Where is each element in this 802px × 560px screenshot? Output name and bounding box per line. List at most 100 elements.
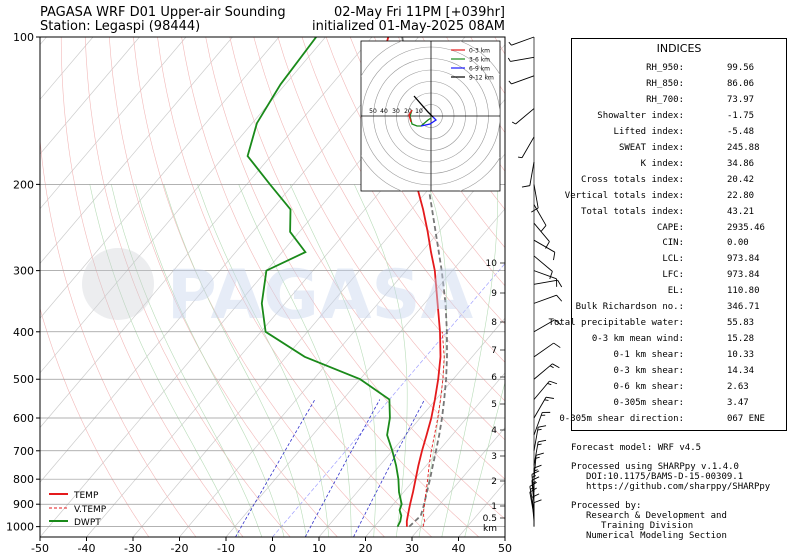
mixing-ratio-line	[304, 399, 381, 537]
index-value: 99.56	[727, 63, 755, 73]
valid-time: 02-May Fri 11PM [+039hr]	[333, 5, 505, 20]
index-value: 0.00	[727, 238, 749, 249]
index-value: 10.33	[727, 350, 755, 361]
hodograph-ring-label: 50	[369, 108, 377, 115]
y-tick-label: 900	[13, 498, 34, 511]
hodo-trace-3-6km	[409, 109, 432, 127]
wind-barb-flag	[552, 363, 560, 369]
isotherm	[411, 427, 505, 537]
wind-barb	[533, 455, 537, 480]
wind-barb	[533, 279, 558, 285]
wind-barb-flag	[549, 271, 553, 280]
mixing-ratio-line	[235, 399, 316, 537]
wind-barb	[521, 136, 535, 158]
moist-adiabat	[89, 184, 240, 537]
index-value: 2.63	[727, 382, 749, 392]
height-km-label: km	[483, 524, 497, 534]
dewpoint-line	[246, 37, 403, 528]
wind-barb	[529, 492, 535, 516]
isotherm	[365, 372, 505, 537]
wind-barb	[531, 480, 535, 505]
virtual-temp-line	[422, 331, 445, 527]
wind-barb	[533, 239, 556, 253]
index-row: CAPE: 2935.46	[572, 223, 786, 235]
isotherm	[40, 37, 187, 210]
indices-title: INDICES	[656, 42, 702, 55]
index-label: Cross totals index:	[581, 174, 684, 185]
plot-area	[40, 37, 505, 537]
wind-barb-flag	[557, 279, 563, 288]
index-label: LFC:	[662, 270, 684, 281]
dry-adiabat	[40, 136, 197, 537]
y-tick-label: 100	[13, 31, 34, 44]
dry-adiabat	[84, 37, 291, 537]
dry-adiabat	[325, 37, 505, 325]
isotherm	[318, 317, 505, 537]
index-value: 22.80	[727, 190, 755, 201]
index-label: EL:	[667, 286, 684, 297]
wind-barb-flag	[545, 241, 550, 249]
index-value: 34.86	[727, 158, 755, 169]
height-km-label: 3	[491, 452, 497, 462]
wind-barb	[533, 270, 557, 280]
legend-label: TEMP	[73, 491, 99, 501]
moist-adiabat	[441, 184, 498, 537]
moist-adiabat	[238, 184, 352, 537]
index-row: LCL: 973.84	[572, 254, 786, 266]
index-label: LCL:	[662, 254, 684, 265]
sharppy-url: https://github.com/sharppy/SHARPpy	[586, 482, 771, 492]
index-row: EL: 110.80	[572, 286, 786, 298]
dry-adiabat	[277, 37, 505, 402]
chart-title: PAGASA WRF D01 Upper-air Sounding	[40, 5, 286, 20]
moist-adiabat	[464, 381, 505, 537]
index-row: 0-3 km mean wind: 15.28	[572, 334, 786, 346]
height-km-label: 1	[491, 502, 497, 512]
y-tick-label: 800	[13, 473, 34, 486]
x-tick-label: -30	[124, 542, 142, 555]
wind-barb-flag	[529, 481, 537, 487]
index-label: 0-1 km shear:	[613, 350, 684, 361]
wind-barb-flag	[545, 396, 554, 399]
index-label: 0-3 km mean wind:	[591, 334, 684, 345]
isotherm	[179, 153, 505, 537]
wind-barb-flag	[538, 425, 547, 428]
index-label: Bulk Richardson no.:	[575, 302, 684, 313]
wind-barb	[533, 427, 539, 451]
moist-adiabat	[163, 184, 307, 537]
index-label: Total precipitable water:	[548, 318, 684, 329]
index-value: 14.34	[727, 366, 755, 377]
index-label: 0-3 km shear:	[613, 366, 684, 377]
x-tick-label: 40	[452, 542, 466, 555]
height-km-label: 8	[491, 318, 497, 328]
wind-barb	[531, 474, 535, 499]
x-tick-label: -20	[171, 542, 189, 555]
watermark-text: PAGASA	[167, 256, 474, 335]
isotherm	[40, 37, 326, 374]
index-label: RH_850:	[646, 78, 684, 89]
moist-adiabat	[135, 184, 285, 537]
index-value: -1.75	[727, 110, 755, 121]
index-label: CIN:	[662, 238, 684, 249]
x-tick-label: 0	[269, 542, 276, 555]
index-label: 0-305m shear direction:	[559, 413, 684, 424]
x-tick-label: 10	[312, 542, 326, 555]
wind-barb-flag	[531, 476, 540, 481]
wind-barb	[515, 108, 535, 125]
forecast-model: Forecast model: WRF v4.5	[571, 443, 702, 453]
wind-barb-flag	[549, 365, 554, 369]
x-tick-label: 50	[498, 542, 512, 555]
index-row: Cross totals index: 20.42	[572, 175, 786, 187]
wind-barb	[533, 342, 554, 358]
init-time: initialized 01-May-2025 08AM	[311, 19, 505, 34]
index-value: 3.47	[727, 397, 749, 408]
index-row: K index: 34.86	[572, 159, 786, 171]
index-row: SWEAT index: 245.88	[572, 143, 786, 155]
moist-adiabat	[354, 184, 408, 537]
x-tick-label: -40	[78, 542, 96, 555]
hodo-trace-0-3km	[408, 109, 413, 123]
dry-adiabat	[374, 37, 505, 249]
wind-barb-flag	[517, 156, 523, 159]
wind-barb-flag	[554, 319, 562, 326]
dry-adiabat	[301, 37, 505, 363]
wind-barb	[533, 441, 539, 466]
